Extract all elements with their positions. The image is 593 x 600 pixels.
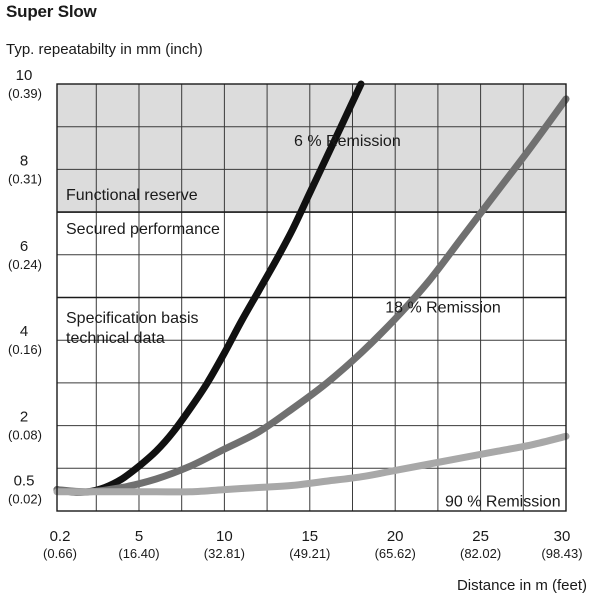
y-tick-label: 0.5 xyxy=(14,473,35,490)
curve-label-1: 6 % Remission xyxy=(294,133,401,150)
region-label-line: technical data xyxy=(66,330,165,347)
y-tick-label: 2 xyxy=(20,409,28,426)
y-tick-sublabel: (0.02) xyxy=(8,492,42,507)
x-tick-label: 25 xyxy=(472,528,489,545)
frame-layer xyxy=(56,83,567,512)
y-axis-label: Typ. repeatabilty in mm (inch) xyxy=(6,41,203,58)
series-line-2 xyxy=(53,95,570,496)
x-tick-label: 10 xyxy=(216,528,233,545)
region-label-0: Functional reserve xyxy=(66,187,198,204)
region-labels-layer: Functional reserve Secured performance Spe… xyxy=(66,187,220,347)
curve-label-3: 90 % Remission xyxy=(445,494,561,511)
x-tick-label: 5 xyxy=(135,528,143,545)
regions-layer xyxy=(57,84,566,511)
region-label-2: Specification basis technical data xyxy=(66,310,199,347)
x-tick-sublabel: (32.81) xyxy=(204,546,245,561)
x-axis-label: Distance in m (feet) xyxy=(456,577,587,594)
chart-title: Super Slow xyxy=(6,2,97,21)
y-tick-label: 4 xyxy=(20,323,28,340)
region-label-line: Specification basis xyxy=(66,310,199,327)
x-tick-sublabel: (49.21) xyxy=(289,546,330,561)
x-tick-label: 30 xyxy=(554,528,571,545)
region-band-2 xyxy=(57,297,566,511)
x-tick-sublabel: (82.02) xyxy=(460,546,501,561)
y-tick-sublabel: (0.31) xyxy=(8,171,42,186)
x-tick-label: 0.2 xyxy=(50,528,71,545)
x-tick-sublabel: (65.62) xyxy=(375,546,416,561)
y-tick-sublabel: (0.08) xyxy=(8,428,42,443)
series-layer xyxy=(53,80,570,496)
plot-frame xyxy=(56,83,567,512)
x-tick-sublabel: (0.66) xyxy=(43,546,77,561)
y-tick-label: 8 xyxy=(20,152,28,169)
y-tick-sublabel: (0.16) xyxy=(8,342,42,357)
x-tick-label: 20 xyxy=(387,528,404,545)
y-tick-sublabel: (0.24) xyxy=(8,257,42,272)
x-tick-sublabel: (98.43) xyxy=(541,546,582,561)
y-tick-sublabel: (0.39) xyxy=(8,86,42,101)
series-line-3 xyxy=(53,432,570,496)
curve-label-2: 18 % Remission xyxy=(385,299,501,316)
x-tick-label: 15 xyxy=(301,528,318,545)
region-label-1: Secured performance xyxy=(66,221,220,238)
curve-labels-layer: 6 % Remission 18 % Remission 90 % Remissio… xyxy=(294,133,561,511)
y-tick-label: 10 xyxy=(16,67,33,84)
x-tick-sublabel: (16.40) xyxy=(118,546,159,561)
ticks-layer: 10 (0.39) 8 (0.31) 6 (0.24) 4 (0.16) 2 (0.08) 0.5 (… xyxy=(8,67,583,561)
y-tick-label: 6 xyxy=(20,238,28,255)
